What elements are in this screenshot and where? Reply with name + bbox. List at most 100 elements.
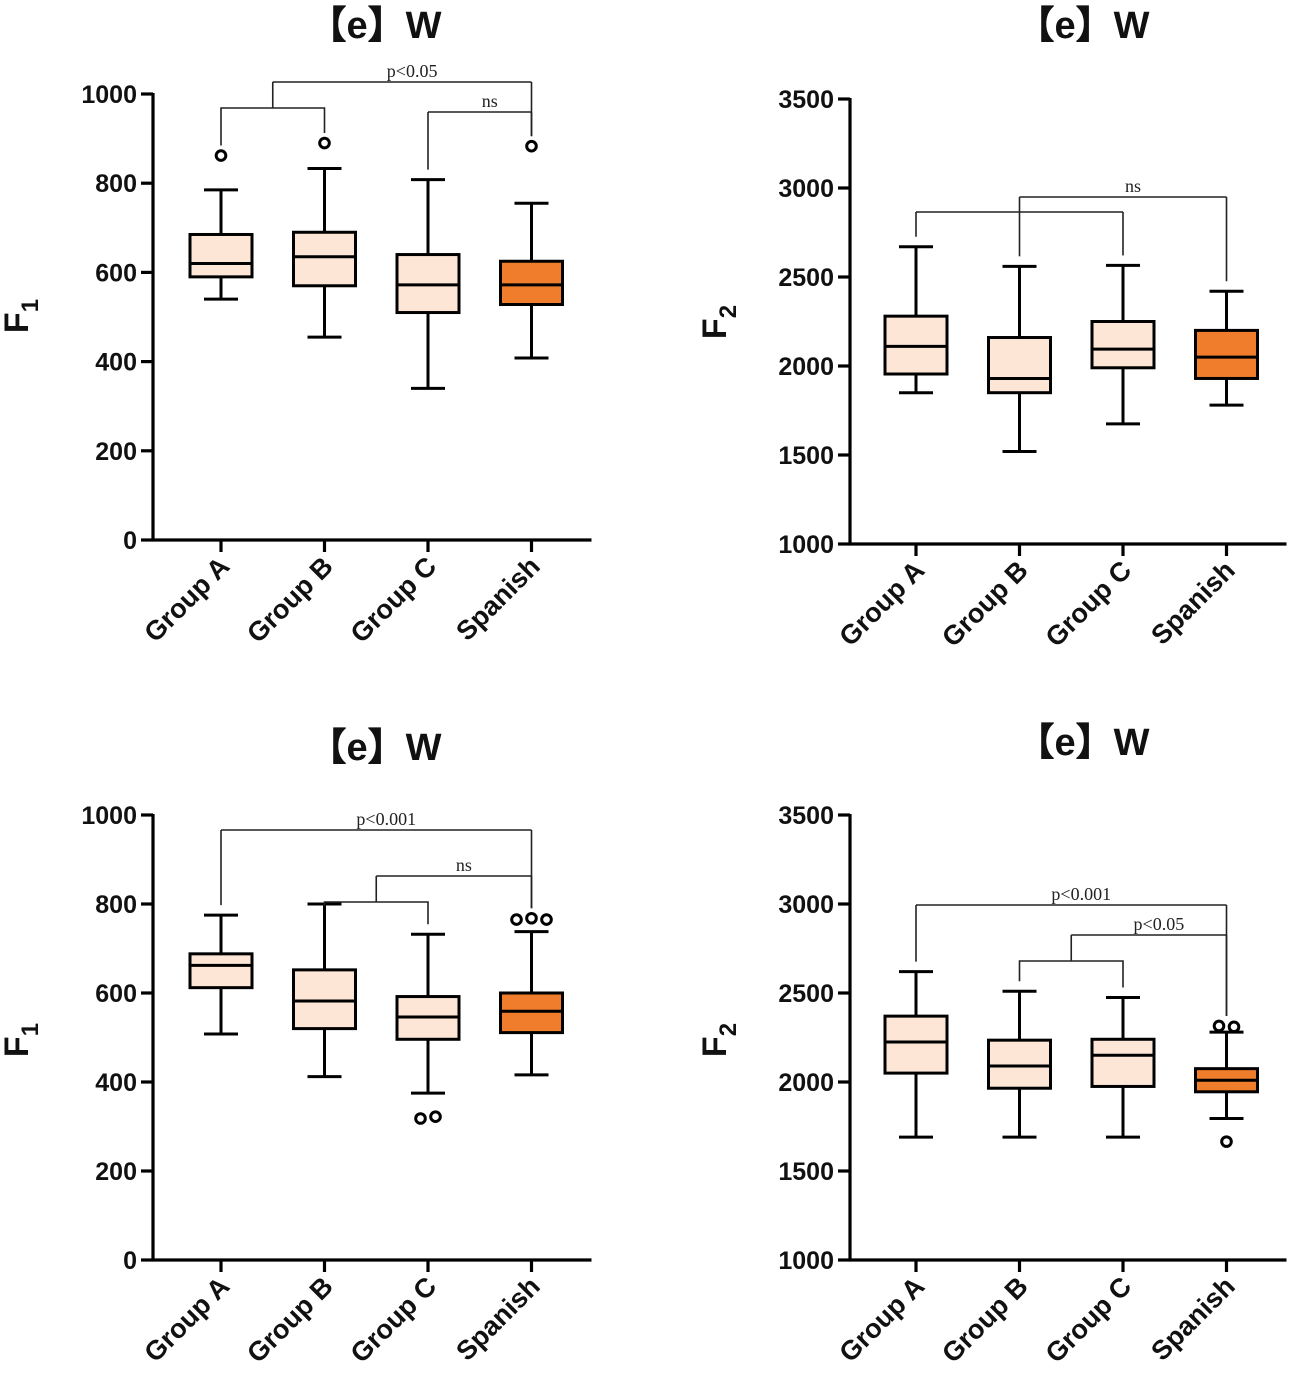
y-tick-label: 3000: [778, 891, 834, 919]
chart-panel-1: 【e】W F1 0 200 400 600 800 1000 Group A Group B Gro…: [0, 5, 592, 649]
box-group-b: [987, 989, 1052, 1139]
y-axis-label-main: F: [696, 1036, 734, 1057]
iqr-box: [188, 232, 254, 279]
x-tick-label: Spanish: [450, 1271, 545, 1366]
y-axis-label: F2: [696, 305, 742, 339]
y-tick-label: 1500: [778, 442, 834, 470]
box-group-a: [188, 149, 254, 301]
x-tick-label: Group B: [936, 1271, 1034, 1369]
sub-bracket-line: [1018, 960, 1124, 988]
y-tick-label: 1000: [778, 531, 834, 559]
chart-title: 【e】W: [308, 727, 441, 769]
y-axis-label-subscript: 2: [715, 1023, 742, 1036]
chart-title: 【e】W: [1016, 5, 1149, 47]
y-tick-label: 0: [123, 527, 137, 555]
y-tick-label: 200: [95, 438, 137, 466]
x-tick-label: Group A: [138, 1271, 235, 1368]
x-tick-label: Spanish: [1145, 555, 1240, 650]
y-tick-label: 1000: [81, 802, 137, 830]
x-tick-label: Group C: [1040, 555, 1138, 653]
y-axis-label-main: F: [0, 312, 36, 333]
iqr-box: [987, 1038, 1052, 1090]
x-tick-label: Spanish: [450, 551, 545, 646]
significance-bracket: p<0.05: [1018, 914, 1228, 1016]
box-group-c: [395, 932, 461, 1125]
iqr-box: [292, 968, 357, 1031]
iqr-box: [499, 991, 564, 1035]
significance-bracket: ns: [427, 91, 533, 170]
y-axis-label-subscript: 1: [17, 1023, 44, 1036]
y-tick-label: 0: [123, 1247, 137, 1275]
significance-label: p<0.05: [387, 61, 438, 81]
x-tick-label: Group B: [936, 555, 1034, 653]
x-tick-label: Group C: [345, 551, 443, 649]
y-axis-label-subscript: 1: [17, 299, 44, 312]
sub-bracket-line: [220, 107, 326, 146]
box-group-c: [1090, 263, 1156, 426]
box-group-c: [1090, 995, 1156, 1139]
y-tick-label: 3000: [778, 175, 834, 203]
x-tick-label: Group A: [138, 551, 235, 648]
x-tick-label: Group A: [833, 555, 930, 652]
iqr-box: [883, 1014, 949, 1075]
box-spanish: [499, 911, 564, 1077]
x-tick-label: Group A: [833, 1271, 930, 1368]
x-tick-label: Group C: [345, 1271, 443, 1369]
outlier-point: [525, 911, 538, 925]
box-group-b: [292, 136, 357, 339]
outlier-point: [414, 1112, 427, 1125]
x-tick-label: Group C: [1040, 1271, 1138, 1369]
y-axis-label: F2: [696, 1023, 742, 1057]
y-tick-label: 1000: [778, 1247, 834, 1275]
box-group-c: [395, 178, 461, 390]
outlier-point: [525, 139, 538, 153]
chart-title: 【e】W: [308, 5, 441, 47]
box-group-b: [292, 902, 357, 1079]
y-axis-label: F1: [0, 299, 44, 333]
chart-title: 【e】W: [1016, 722, 1149, 764]
y-tick-label: 200: [95, 1158, 137, 1186]
significance-bracket: ns: [1018, 176, 1228, 282]
y-tick-label: 1500: [778, 1158, 834, 1186]
y-axis-label: F1: [0, 1023, 44, 1057]
y-axis-label-subscript: 2: [715, 305, 742, 318]
y-axis-label-main: F: [696, 318, 734, 339]
y-tick-label: 3500: [778, 86, 834, 114]
y-tick-label: 2500: [778, 264, 834, 292]
significance-label: ns: [482, 91, 498, 111]
outlier-point: [429, 1110, 442, 1124]
box-group-a: [883, 245, 949, 395]
outlier-point: [510, 913, 523, 926]
y-tick-label: 600: [95, 980, 137, 1008]
significance-label: p<0.001: [1051, 884, 1111, 904]
iqr-box: [1090, 1037, 1156, 1088]
x-tick-label: Group B: [241, 551, 339, 649]
y-tick-label: 600: [95, 259, 137, 287]
chart-panel-3: 【e】W F1 0 200 400 600 800 1000 Group A Group B Gro…: [0, 727, 592, 1369]
box-group-a: [883, 970, 949, 1139]
iqr-box: [987, 336, 1052, 395]
significance-bracket: p<0.001: [915, 884, 1228, 1016]
x-tick-label: Spanish: [1145, 1271, 1240, 1366]
box-spanish: [499, 139, 564, 360]
outlier-point: [214, 149, 228, 162]
box-spanish: [1194, 1019, 1259, 1148]
significance-label: ns: [456, 855, 472, 875]
y-tick-label: 2000: [778, 353, 834, 381]
y-tick-label: 400: [95, 1069, 137, 1097]
box-group-b: [987, 264, 1052, 453]
iqr-box: [292, 230, 357, 288]
y-axis-label-main: F: [0, 1036, 36, 1057]
iqr-box: [499, 259, 564, 307]
significance-bracket: p<0.05: [220, 61, 533, 146]
outlier-point: [1227, 1020, 1241, 1034]
iqr-box: [1194, 328, 1259, 380]
box-spanish: [1194, 289, 1259, 407]
outlier-point: [1220, 1135, 1233, 1148]
y-tick-label: 800: [95, 891, 137, 919]
y-tick-label: 3500: [778, 802, 834, 830]
iqr-box: [1090, 320, 1156, 370]
